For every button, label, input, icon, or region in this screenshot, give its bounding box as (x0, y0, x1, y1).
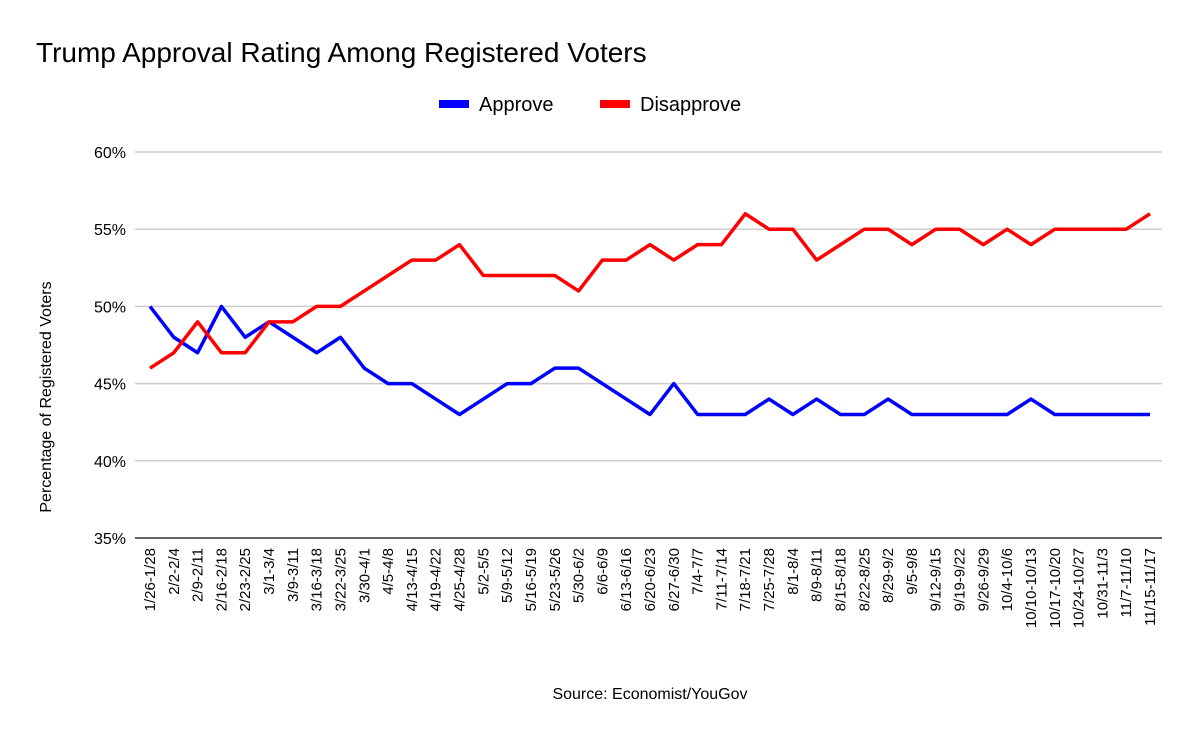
gridlines (135, 152, 1162, 538)
x-tick-label: 3/1-3/4 (261, 548, 278, 595)
x-tick-label: 6/20-6/23 (642, 548, 659, 611)
legend-label-disapprove: Disapprove (640, 94, 741, 116)
x-tick-label: 6/27-6/30 (666, 548, 683, 611)
x-tick-label: 8/1-8/4 (785, 548, 802, 595)
x-tick-label: 10/17-10/20 (1047, 548, 1064, 628)
x-tick-label: 9/5-9/8 (904, 548, 921, 595)
legend-swatch-approve (439, 100, 469, 108)
y-tick-label: 35% (94, 531, 126, 548)
y-axis-ticks: 35% 40% 45% 50% 55% 60% (94, 145, 126, 548)
x-tick-label: 9/26-9/29 (975, 548, 992, 611)
x-tick-label: 5/30-6/2 (571, 548, 588, 603)
x-tick-label: 8/29-9/2 (880, 548, 897, 603)
x-tick-label: 6/6-6/9 (594, 548, 611, 595)
x-tick-label: 4/13-4/15 (404, 548, 421, 611)
x-tick-label: 2/16-2/18 (213, 548, 230, 611)
x-tick-label: 6/13-6/16 (618, 548, 635, 611)
x-tick-label: 7/25-7/28 (761, 548, 778, 611)
x-tick-label: 11/15-11/17 (1142, 548, 1159, 626)
y-tick-label: 55% (94, 222, 126, 239)
y-tick-label: 60% (94, 145, 126, 162)
x-tick-label: 3/22-3/25 (332, 548, 349, 611)
legend-label-approve: Approve (479, 94, 554, 116)
x-tick-label: 3/9-3/11 (285, 548, 302, 602)
y-tick-label: 50% (94, 299, 126, 316)
x-tick-label: 3/30-4/1 (356, 548, 373, 603)
x-tick-label: 7/18-7/21 (737, 548, 754, 611)
x-tick-label: 5/23-5/26 (547, 548, 564, 611)
x-tick-label: 2/2-2/4 (166, 548, 183, 595)
chart-title: Trump Approval Rating Among Registered V… (36, 37, 647, 68)
x-tick-label: 9/19-9/22 (952, 548, 969, 611)
x-tick-label: 9/12-9/15 (928, 548, 945, 611)
legend: Approve Disapprove (439, 94, 741, 116)
x-tick-label: 4/25-4/28 (452, 548, 469, 611)
x-tick-label: 2/23-2/25 (237, 548, 254, 611)
y-tick-label: 45% (94, 377, 126, 394)
source-note: Source: Economist/YouGov (552, 686, 747, 703)
x-tick-label: 7/4-7/7 (690, 548, 707, 595)
series-lines (150, 214, 1150, 415)
x-tick-label: 4/19-4/22 (428, 548, 445, 611)
y-axis-label: Percentage of Registered Voters (38, 281, 55, 512)
series-line-disapprove (150, 214, 1150, 368)
x-tick-label: 5/16-5/19 (523, 548, 540, 611)
x-tick-label: 8/15-8/18 (832, 548, 849, 611)
x-tick-label: 10/10-10/13 (1023, 548, 1040, 628)
x-tick-label: 11/7-11/10 (1118, 548, 1135, 618)
x-tick-label: 5/9-5/12 (499, 548, 516, 603)
x-tick-label: 3/16-3/18 (309, 548, 326, 611)
x-tick-label: 10/4-10/6 (999, 548, 1016, 611)
legend-swatch-disapprove (600, 100, 630, 108)
x-tick-label: 4/5-4/8 (380, 548, 397, 595)
x-tick-label: 8/22-8/25 (856, 548, 873, 611)
x-axis-ticks: 1/26-1/28 2/2-2/4 2/9-2/11 2/16-2/18 2/23-2/… (142, 548, 1159, 628)
x-tick-label: 2/9-2/11 (190, 548, 207, 602)
y-tick-label: 40% (94, 454, 126, 471)
x-tick-label: 8/9-8/11 (809, 548, 826, 602)
x-tick-label: 7/11-7/14 (713, 548, 730, 610)
x-tick-label: 10/31-11/3 (1094, 548, 1111, 619)
series-line-approve (150, 306, 1150, 414)
x-tick-label: 10/24-10/27 (1071, 548, 1088, 628)
x-tick-label: 1/26-1/28 (142, 548, 159, 611)
x-tick-label: 5/2-5/5 (475, 548, 492, 595)
